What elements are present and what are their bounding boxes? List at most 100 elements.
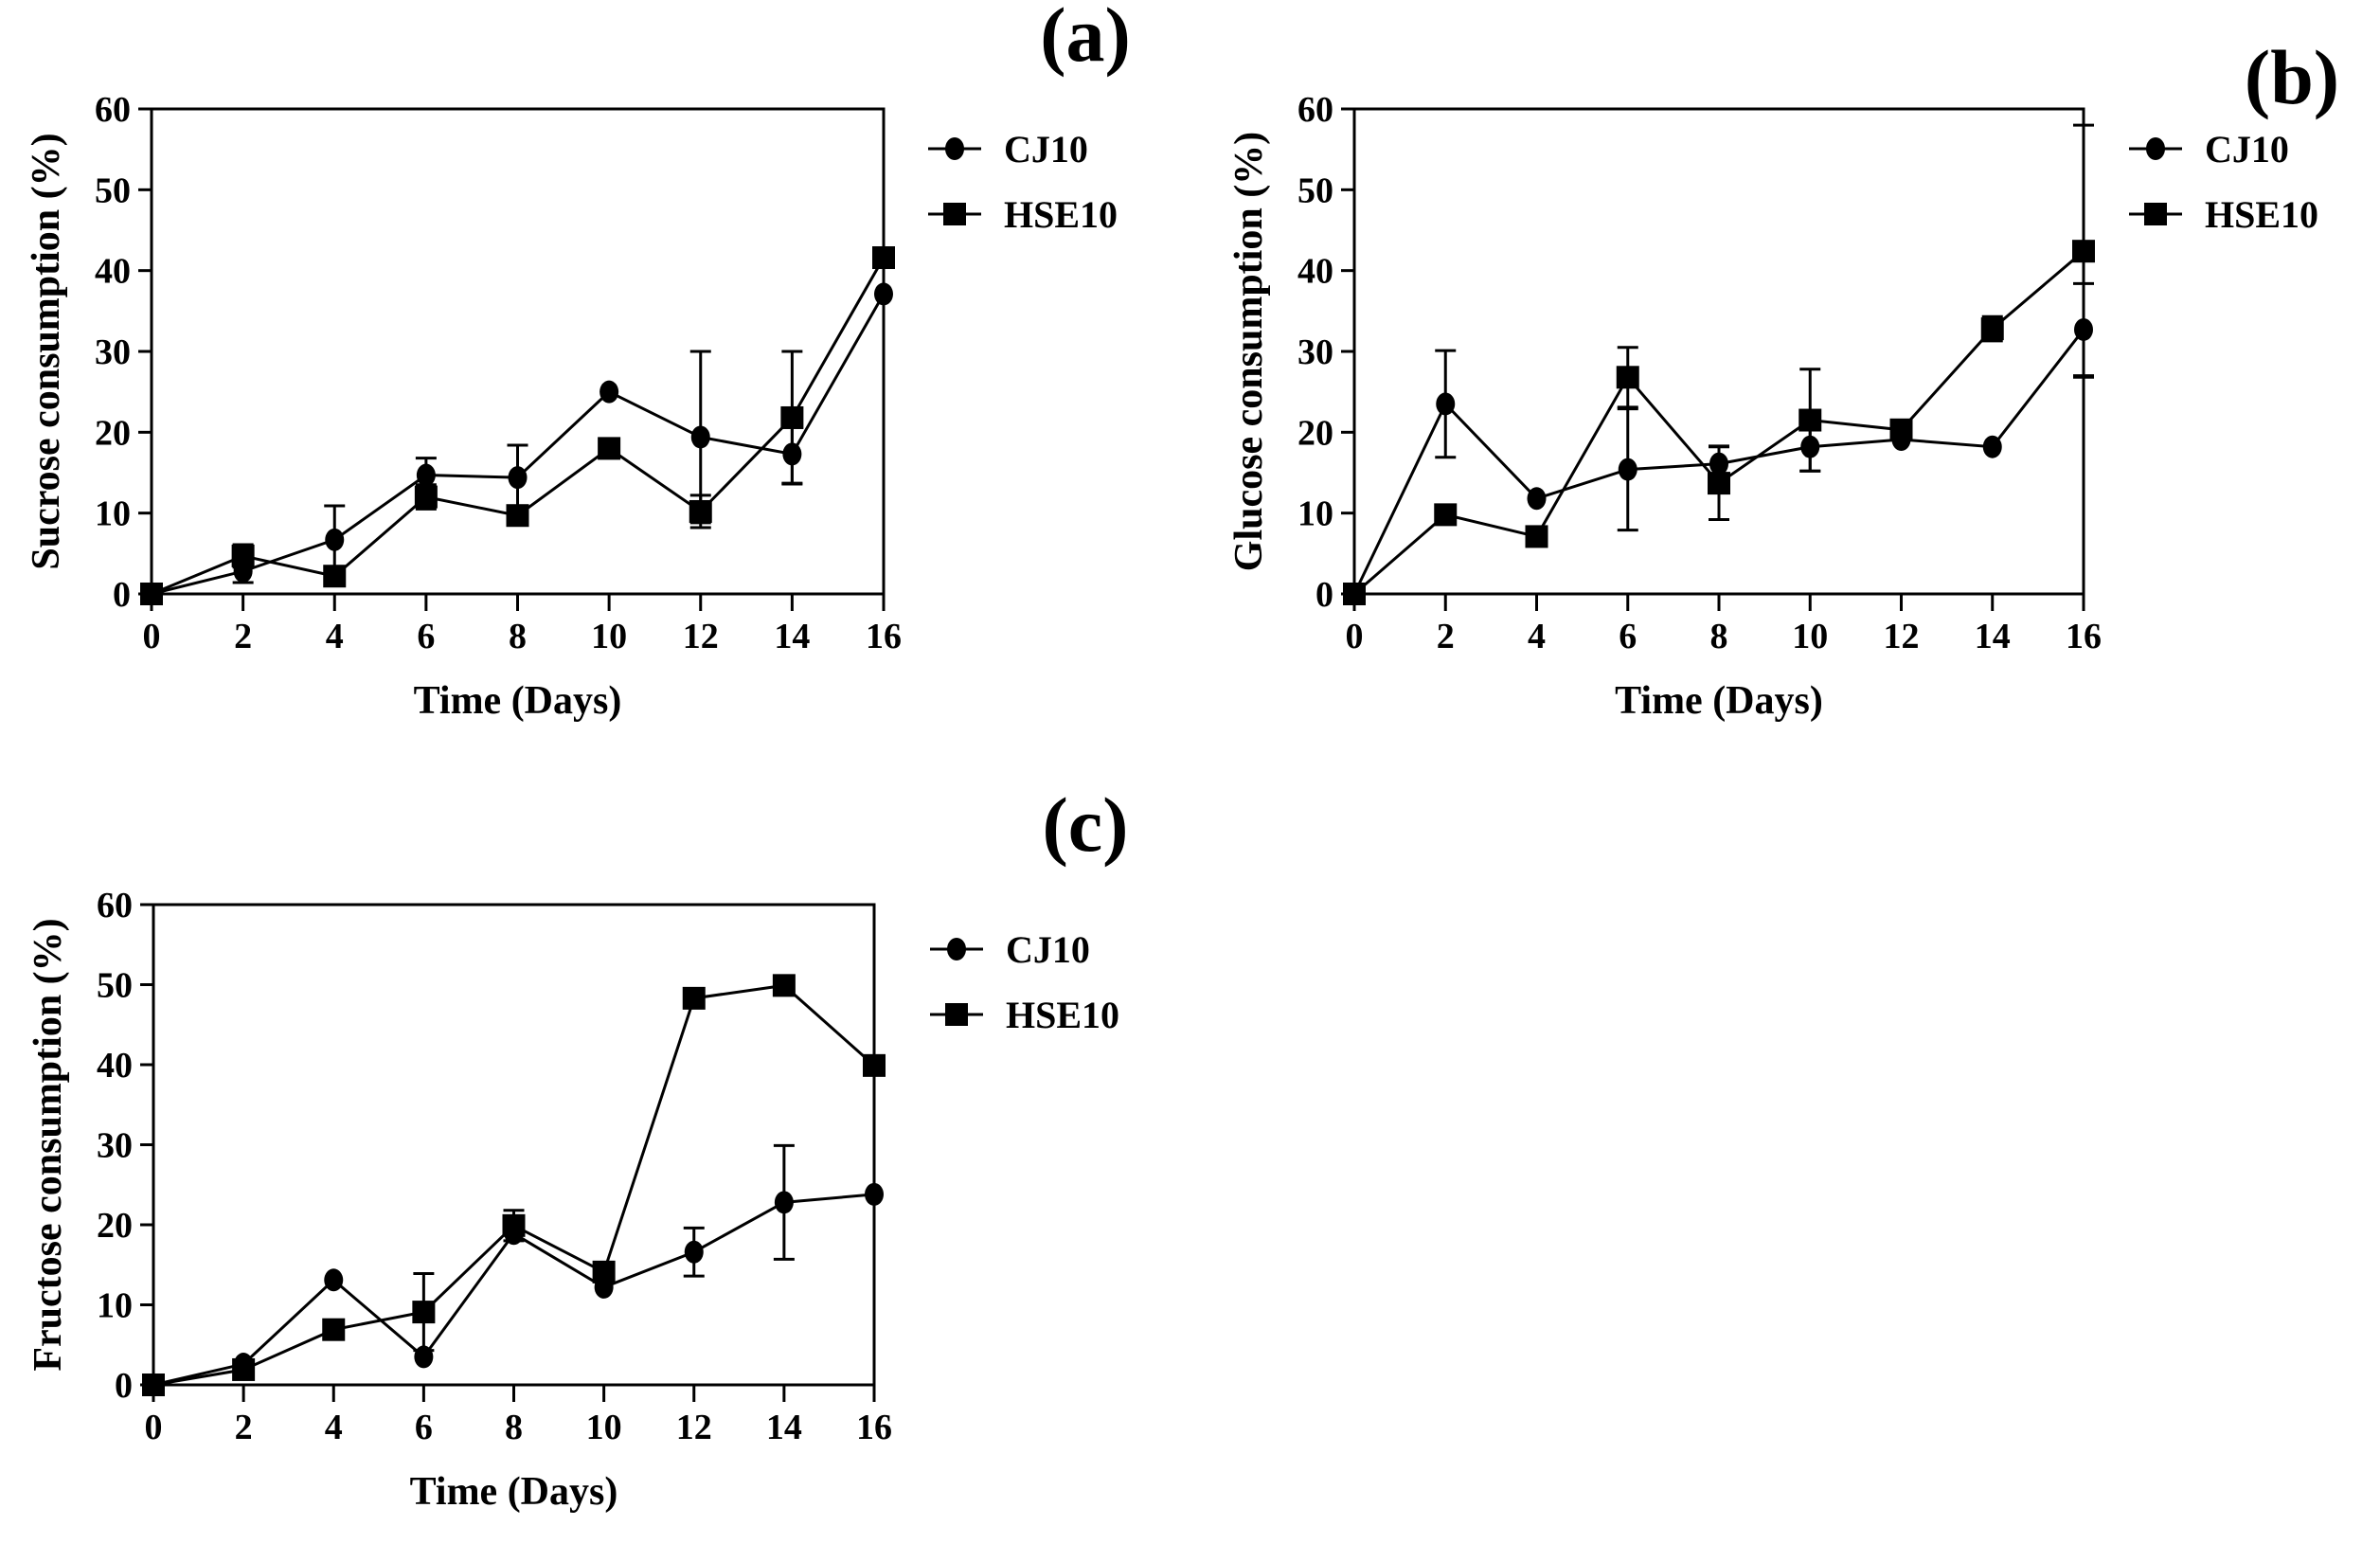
legend-item: HSE10	[930, 994, 1119, 1036]
x-tick-label: 4	[326, 617, 344, 656]
series-line	[152, 983, 875, 1387]
series-HSE10	[1343, 123, 2095, 605]
x-tick-label: 6	[1619, 617, 1637, 656]
data-point	[865, 1182, 884, 1206]
legend-marker-icon	[945, 137, 964, 160]
data-point	[872, 246, 895, 270]
panel-label: (b)	[2245, 34, 2339, 120]
x-tick-label: 14	[1975, 617, 2011, 656]
legend-label: HSE10	[1006, 994, 1119, 1036]
x-tick-label: 2	[235, 1408, 253, 1447]
data-point	[1980, 317, 2004, 341]
y-axis-title: Sucrose consumption (%)	[25, 133, 68, 569]
chart-panel-0: 0 10 20 30 40 50 60 0 2 4 6 8 10 12 14 16 Time (Days) Suc…	[25, 0, 1131, 723]
x-tick-label: 4	[325, 1408, 343, 1447]
y-tick-label: 40	[1297, 252, 1333, 292]
data-point	[1525, 525, 1548, 548]
x-axis-title: Time (Days)	[414, 679, 622, 723]
x-tick-label: 10	[591, 617, 627, 656]
y-tick-label: 60	[1297, 90, 1333, 130]
y-tick-label: 0	[113, 575, 131, 615]
panel-label: (a)	[1040, 0, 1131, 78]
y-tick-label: 20	[95, 413, 131, 453]
legend-item: HSE10	[928, 193, 1118, 236]
y-tick-label: 10	[97, 1286, 133, 1326]
x-tick-label: 8	[509, 617, 527, 656]
x-axis-title: Time (Days)	[410, 1470, 618, 1514]
y-tick-label: 20	[1297, 413, 1333, 453]
data-point	[2072, 240, 2095, 263]
x-tick-label: 2	[234, 617, 252, 656]
y-tick-label: 40	[95, 252, 131, 292]
legend-item: CJ10	[928, 128, 1088, 171]
y-tick-label: 50	[97, 966, 133, 1006]
data-point	[1618, 458, 1637, 481]
data-point	[508, 466, 528, 490]
legend-label: CJ10	[1004, 128, 1088, 171]
data-point	[412, 1301, 436, 1324]
data-point	[774, 1191, 794, 1214]
data-point	[598, 437, 621, 460]
data-point	[1527, 487, 1547, 511]
data-point	[592, 1260, 616, 1284]
y-tick-label: 50	[1297, 171, 1333, 210]
x-tick-label: 12	[1884, 617, 1920, 656]
x-tick-label: 6	[415, 1408, 433, 1447]
legend-marker-icon	[2146, 137, 2165, 160]
x-tick-label: 10	[586, 1408, 622, 1447]
y-tick-label: 40	[97, 1046, 133, 1086]
legend-marker-icon	[945, 1003, 968, 1026]
x-tick-label: 14	[774, 617, 810, 656]
chart-panel-2: 0 10 20 30 40 50 60 0 2 4 6 8 10 12 14 16 Time (Days) Fru…	[27, 781, 1129, 1514]
legend-label: CJ10	[1006, 928, 1090, 971]
y-tick-label: 30	[1297, 332, 1333, 372]
data-point	[1798, 408, 1822, 432]
y-tick-label: 60	[97, 886, 133, 925]
x-tick-label: 2	[1437, 617, 1455, 656]
x-axis-title: Time (Days)	[1615, 679, 1823, 723]
series-line	[151, 257, 886, 596]
y-axis-title: Fructose consumption (%)	[27, 918, 70, 1371]
data-point	[1434, 503, 1458, 527]
plot-frame	[1352, 107, 2085, 596]
legend-marker-icon	[943, 203, 966, 225]
data-point	[682, 986, 706, 1010]
y-tick-label: 0	[115, 1366, 133, 1406]
x-tick-label: 12	[676, 1408, 712, 1447]
data-point	[416, 463, 436, 487]
data-point	[599, 380, 619, 404]
legend-marker-icon	[2144, 203, 2167, 225]
data-point	[684, 1240, 704, 1264]
data-point	[874, 282, 893, 306]
data-point	[506, 504, 529, 528]
x-tick-label: 0	[1346, 617, 1364, 656]
x-tick-label: 16	[856, 1408, 892, 1447]
legend-label: HSE10	[1004, 193, 1118, 236]
data-point	[772, 974, 796, 997]
data-point	[232, 1357, 256, 1381]
x-tick-label: 16	[2066, 617, 2102, 656]
y-tick-label: 0	[1315, 575, 1333, 615]
y-tick-label: 10	[1297, 494, 1333, 534]
y-tick-label: 20	[97, 1206, 133, 1246]
data-point	[1708, 472, 1730, 495]
legend-label: CJ10	[2205, 128, 2289, 171]
x-tick-label: 8	[505, 1408, 523, 1447]
legend-item: CJ10	[930, 928, 1090, 971]
data-point	[690, 425, 710, 449]
x-tick-label: 4	[1528, 617, 1546, 656]
x-tick-label: 8	[1710, 617, 1728, 656]
y-tick-label: 30	[97, 1126, 133, 1166]
data-point	[322, 1318, 346, 1341]
data-point	[325, 528, 345, 551]
panel-label: (c)	[1042, 781, 1128, 868]
legend-marker-icon	[947, 938, 966, 961]
chart-panel-1: 0 10 20 30 40 50 60 0 2 4 6 8 10 12 14 16 Time (Days) Glu…	[1227, 34, 2339, 723]
y-tick-label: 10	[95, 494, 131, 534]
x-tick-label: 10	[1792, 617, 1828, 656]
data-point	[414, 485, 438, 509]
series-HSE10	[140, 246, 895, 605]
data-point	[140, 583, 163, 605]
y-tick-label: 60	[95, 90, 131, 130]
